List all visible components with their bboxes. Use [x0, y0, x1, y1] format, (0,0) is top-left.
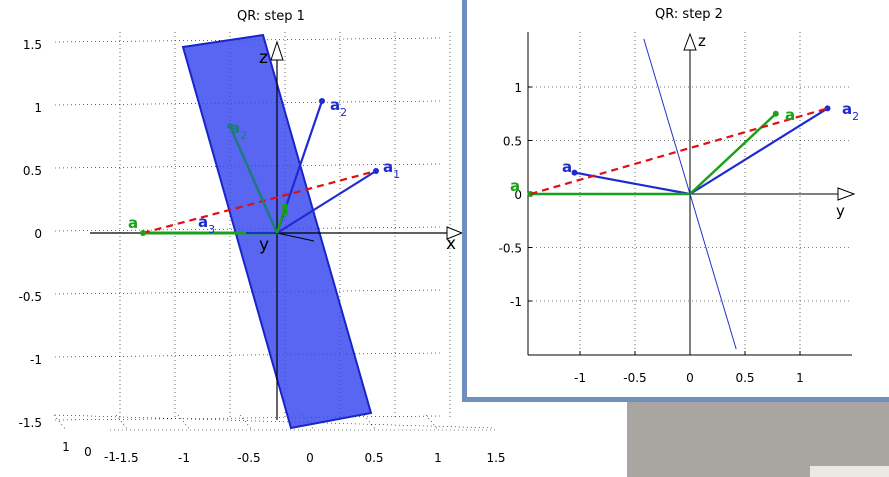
- label-a3-projected: a3: [198, 213, 215, 236]
- label-a1: a1: [383, 158, 400, 181]
- grid-step1: [53, 32, 496, 431]
- y-tick-label-step2: 0: [514, 188, 522, 202]
- axis-label-z: z: [698, 32, 706, 50]
- x-tick-labels: -1.5 -1 -0.5 0 0.5 1 1.5: [115, 451, 505, 465]
- chart-title-step2: QR: step 2: [655, 7, 723, 22]
- label-a2: a2: [330, 96, 347, 119]
- x-axis-arrow: [446, 226, 464, 240]
- reflection-line: [142, 169, 377, 235]
- z-tick-label: 0: [34, 227, 42, 241]
- x-tick-label-step2: 0.5: [735, 371, 754, 385]
- window-step2[interactable]: QR: step 2 -1 -0.5 0 0.5 1 1 0.5 0 -0.5 -1 y z a…: [462, 0, 889, 402]
- x-tick-label: -1: [178, 451, 190, 465]
- z-axis-arrow: [270, 40, 284, 61]
- chart-title-step1: QR: step 1: [237, 9, 305, 24]
- z-tick-label: 0.5: [23, 164, 42, 178]
- z-tick-label: -0.5: [19, 290, 42, 304]
- a1-tip: [373, 168, 379, 174]
- label2-a-green-2: a: [510, 177, 520, 195]
- label2-a-green-1: a: [785, 106, 795, 124]
- y-tick-labels-step2: 1 0.5 0 -0.5 -1: [499, 81, 522, 309]
- x-tick-label-step2: -1: [574, 371, 586, 385]
- a2-tip: [319, 98, 325, 104]
- a-small-green-tip: [282, 203, 288, 209]
- z-tick-labels: 1.5 1 0.5 0 -0.5 -1 -1.5: [19, 38, 42, 430]
- x-tick-label: 0: [306, 451, 314, 465]
- y-axis-line: [276, 232, 315, 242]
- tip-a2: [824, 105, 831, 112]
- tip-a-green-1: [772, 110, 779, 117]
- series-a2: [689, 107, 829, 195]
- x-tick-labels-step2: -1 -0.5 0 0.5 1: [574, 371, 804, 385]
- vector-labels-step2: a2 a a a: [510, 100, 859, 195]
- label-a-small-green: a: [281, 204, 289, 218]
- vector-a-small-green: [275, 205, 287, 234]
- label2-a2: a2: [842, 100, 859, 123]
- y-tick-label-step2: -0.5: [499, 242, 522, 256]
- z-tick-label: -1: [30, 353, 42, 367]
- label-a1-reflected: a: [128, 214, 138, 232]
- tip-a3: [571, 169, 578, 176]
- background-panel-strip: [810, 466, 889, 477]
- vector-a1: [276, 170, 377, 234]
- chart-step1: QR: step 1 1.510.50-0.5-1-1.5 -1.5 -1 -0.5…: [19, 9, 506, 465]
- axis-label-y: y: [836, 202, 845, 220]
- label-a2-reflected: a2: [230, 119, 247, 142]
- x-axis-label: x: [446, 234, 456, 254]
- a2-reflected-tip: [227, 123, 233, 129]
- depth-tick-label: 1: [62, 440, 70, 454]
- x-tick-label: -1.5: [115, 451, 138, 465]
- depth-tick-label: -1: [104, 450, 116, 464]
- vector-a2-reflected: [228, 125, 279, 234]
- series-step2: [527, 38, 831, 350]
- y-tick-label-step2: -1: [510, 295, 522, 309]
- y-tick-label-step2: 1: [514, 81, 522, 95]
- vector-labels-step1: a1 a2 a2 a a3 a: [128, 96, 400, 236]
- x-tick-label-step2: 0: [686, 371, 694, 385]
- label2-a3: a: [562, 158, 572, 176]
- x-tick-label-step2: 1: [796, 371, 804, 385]
- x-tick-label: 1: [434, 451, 442, 465]
- z-tick-label: -1.5: [19, 416, 42, 430]
- x-tick-label-step2: -0.5: [623, 371, 646, 385]
- series-reflection: [530, 107, 828, 196]
- a1-reflected-tip: [140, 230, 146, 236]
- z-axis-label: z: [259, 48, 268, 68]
- z-tick-label: 1: [34, 101, 42, 115]
- depth-tick-labels: 1 0 -1: [62, 440, 116, 464]
- x-tick-label: -0.5: [237, 451, 260, 465]
- background-panel: [627, 400, 889, 477]
- series-plane-trace: [643, 38, 737, 350]
- y-axis-label: y: [259, 235, 269, 255]
- depth-tick-label: 0: [84, 445, 92, 459]
- window-client: [467, 0, 889, 397]
- x-tick-label: 0.5: [364, 451, 383, 465]
- x-tick-label: 1.5: [486, 451, 505, 465]
- y-tick-label-step2: 0.5: [503, 135, 522, 149]
- z-tick-label: 1.5: [23, 38, 42, 52]
